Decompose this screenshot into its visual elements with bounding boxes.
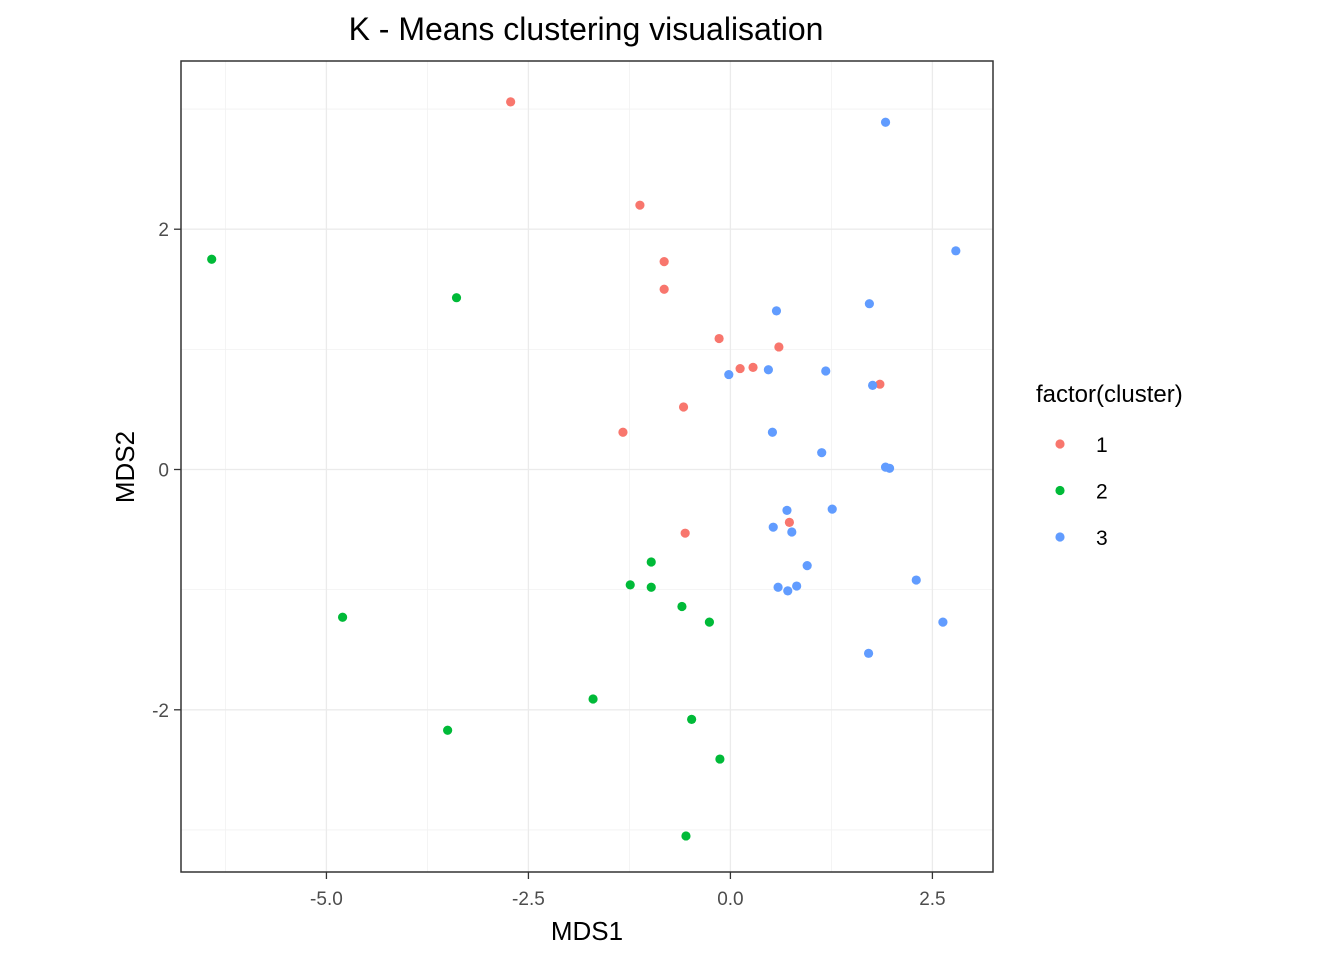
legend-key-2 — [1055, 485, 1065, 496]
data-point-cluster-3 — [880, 117, 891, 127]
x-tick-label: 0.0 — [717, 889, 743, 910]
data-point-cluster-3 — [868, 380, 878, 390]
data-point-cluster-3 — [768, 522, 778, 532]
data-point-cluster-3 — [724, 369, 734, 380]
legend-label-3: 3 — [1096, 527, 1108, 550]
data-point-cluster-2 — [681, 831, 691, 841]
data-point-cluster-2 — [451, 293, 462, 303]
y-tick-label: 2 — [158, 220, 169, 241]
data-point-cluster-3 — [951, 246, 961, 256]
data-point-cluster-3 — [911, 575, 921, 585]
data-point-cluster-3 — [864, 299, 874, 309]
data-point-cluster-3 — [821, 366, 831, 376]
y-tick-label: -2 — [152, 701, 169, 722]
data-point-cluster-2 — [588, 694, 598, 704]
data-point-cluster-1 — [635, 200, 645, 210]
data-point-cluster-3 — [787, 527, 797, 537]
data-point-cluster-3 — [938, 617, 948, 627]
data-point-cluster-3 — [817, 448, 827, 458]
panel-border — [180, 60, 994, 873]
data-point-cluster-1 — [680, 528, 690, 538]
data-point-cluster-2 — [646, 582, 656, 592]
legend-title: factor(cluster) — [1036, 381, 1183, 408]
data-point-cluster-3 — [767, 427, 778, 437]
legend-label-2: 2 — [1096, 481, 1108, 504]
y-axis-title: MDS2 — [110, 431, 140, 503]
data-point-cluster-1 — [784, 517, 794, 527]
data-point-cluster-1 — [714, 333, 724, 344]
data-point-cluster-1 — [659, 284, 669, 294]
panel-background — [181, 61, 993, 872]
data-point-cluster-1 — [506, 97, 516, 107]
data-point-cluster-3 — [763, 365, 773, 375]
legend-label-1: 1 — [1096, 434, 1108, 457]
data-point-cluster-2 — [337, 612, 348, 622]
data-point-cluster-2 — [715, 754, 725, 764]
chart-title: K - Means clustering visualisation — [349, 11, 824, 47]
data-point-cluster-3 — [884, 463, 895, 473]
data-point-cluster-2 — [646, 557, 656, 567]
data-point-cluster-3 — [782, 505, 792, 515]
data-point-cluster-1 — [875, 379, 885, 389]
x-tick-label: -5.0 — [310, 889, 343, 910]
legend-key-3 — [1055, 532, 1065, 542]
data-point-cluster-1 — [735, 363, 745, 374]
grid — [181, 61, 993, 872]
x-axis: -5.0 -2.5 0.0 2.5 — [310, 872, 946, 910]
x-tick-label: -2.5 — [512, 889, 545, 910]
data-point-cluster-2 — [687, 714, 697, 725]
legend: factor(cluster) 1 2 3 — [1036, 381, 1183, 550]
data-point-cluster-2 — [704, 617, 715, 627]
data-point-cluster-2 — [207, 254, 217, 264]
data-point-cluster-3 — [783, 586, 793, 596]
data-points — [207, 97, 961, 841]
data-point-cluster-1 — [618, 427, 628, 437]
data-point-cluster-1 — [748, 362, 758, 372]
x-tick-label: 2.5 — [919, 889, 945, 910]
data-point-cluster-3 — [827, 504, 837, 514]
data-point-cluster-2 — [443, 725, 453, 735]
data-point-cluster-3 — [863, 648, 874, 658]
y-tick-label: 0 — [158, 461, 169, 482]
data-point-cluster-1 — [774, 342, 784, 352]
data-point-cluster-2 — [677, 601, 687, 612]
legend-key-1 — [1055, 439, 1065, 449]
x-axis-title: MDS1 — [551, 916, 623, 946]
data-point-cluster-3 — [802, 561, 812, 571]
y-axis: -2 0 2 — [152, 220, 181, 722]
data-point-cluster-3 — [771, 306, 782, 316]
data-point-cluster-1 — [678, 402, 689, 412]
data-point-cluster-2 — [625, 580, 635, 590]
data-point-cluster-1 — [659, 257, 669, 267]
data-point-cluster-3 — [792, 581, 802, 591]
data-point-cluster-3 — [773, 582, 783, 592]
